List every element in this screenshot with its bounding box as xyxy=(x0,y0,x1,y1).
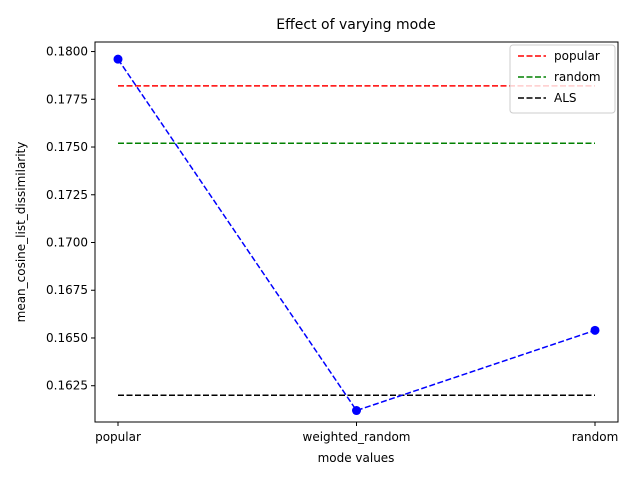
legend: popular random ALS xyxy=(509,44,616,114)
tick-labels-layer: popular weighted_random random 0.1625 0.1650… xyxy=(46,45,618,444)
y-tick-label: 0.1625 xyxy=(46,379,88,393)
series-point xyxy=(590,325,600,335)
series-layer xyxy=(113,54,600,416)
x-axis-title: mode values xyxy=(318,451,395,465)
series-line xyxy=(117,58,596,412)
y-tick-label: 0.1750 xyxy=(46,140,88,154)
series-point xyxy=(113,54,123,64)
series-point xyxy=(352,406,361,416)
legend-label: popular xyxy=(554,49,600,63)
legend-label: random xyxy=(554,70,601,84)
y-axis-title: mean_cosine_list_dissimilarity xyxy=(14,142,28,323)
y-tick-label: 0.1800 xyxy=(46,45,88,59)
legend-box xyxy=(509,44,616,114)
reference-lines-layer xyxy=(118,85,595,397)
y-tick-label: 0.1650 xyxy=(46,331,88,345)
y-tick-label: 0.1725 xyxy=(46,188,88,202)
y-tick-label: 0.1775 xyxy=(46,92,88,106)
x-tick-label: popular xyxy=(95,430,141,444)
chart-title: Effect of varying mode xyxy=(276,17,435,33)
y-tick-label: 0.1675 xyxy=(46,283,88,297)
legend-label: ALS xyxy=(554,91,577,105)
x-tick-label: weighted_random xyxy=(303,430,411,444)
x-tick-label: random xyxy=(572,430,619,444)
plot-frame xyxy=(94,41,619,423)
y-tick-label: 0.1700 xyxy=(46,236,88,250)
